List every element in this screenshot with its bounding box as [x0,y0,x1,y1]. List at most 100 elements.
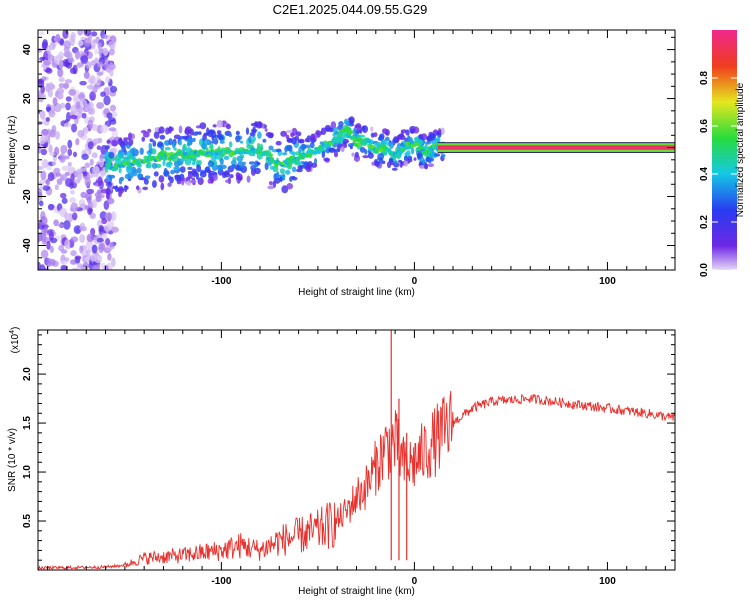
heatmap-cell [89,158,94,166]
heatmap-cell [87,141,94,150]
heatmap-cell [230,160,237,166]
heatmap-cell [104,158,110,162]
heatmap-cell [160,182,165,191]
heatmap-cell [236,173,243,181]
heatmap-cell [418,133,424,141]
heatmap-cell [187,141,191,147]
heatmap-cell [54,146,60,156]
heatmap-cell [100,124,109,134]
heatmap-cell [105,245,113,252]
heatmap-cell [45,117,50,122]
heatmap-cell [279,176,283,183]
heatmap-cell [391,167,398,171]
heatmap-cell [163,169,170,177]
heatmap-cell [153,171,159,177]
heatmap-cell [69,67,77,74]
x-tick-label: 0 [412,576,418,587]
heatmap-cell [38,233,42,243]
heatmap-cell [210,176,214,184]
heatmap-cell [269,165,275,170]
heatmap-cell [328,147,336,153]
heatmap-cell [89,91,96,101]
heatmap-cell [236,155,244,162]
heatmap-cell [53,167,61,174]
heatmap-cell [108,174,116,179]
heatmap-cell [340,146,345,153]
heatmap-cell [225,179,230,183]
heatmap-cell [74,255,82,260]
heatmap-cell [282,173,286,181]
heatmap-cell [306,135,312,143]
heatmap-cell [48,144,53,153]
heatmap-cell [173,166,179,171]
heatmap-cell [73,225,82,234]
heatmap-cell [413,157,417,161]
heatmap-cell [76,171,83,181]
heatmap-cell [117,188,124,192]
heatmap-cell [434,153,441,157]
heatmap-cell [45,257,52,268]
heatmap-cell [253,121,259,128]
heatmap-cell [90,31,98,37]
heatmap-cell [47,172,55,182]
heatmap-cell [79,245,84,254]
heatmap-cell [55,33,61,43]
heatmap-cell [242,161,247,166]
heatmap-cell [378,148,384,153]
heatmap-cell [262,138,267,143]
heatmap-cell [319,141,324,145]
y-tick-label: 1.5 [22,416,33,430]
heatmap-cell [151,162,158,169]
heatmap-cell [373,132,378,138]
heatmap-cell [257,131,262,139]
heatmap-cell [247,149,253,154]
heatmap-cell [69,189,75,195]
heatmap-cell [268,181,273,186]
heatmap-cell [351,152,355,157]
heatmap-cell [201,143,208,150]
heatmap-cell [183,135,189,140]
heatmap-cell [103,95,111,106]
heatmap-cell [58,59,64,70]
heatmap-cell [364,149,368,155]
plot-area [38,330,675,570]
heatmap-cell [126,165,133,174]
heatmap-cell [254,162,258,167]
heatmap-cell [39,94,47,99]
heatmap-cell [268,145,274,151]
heatmap-cell [151,180,157,188]
heatmap-cell [65,96,72,102]
heatmap-cell [96,237,104,243]
heatmap-cell [111,226,117,231]
heatmap-cell [179,166,186,173]
heatmap-cell [107,252,112,261]
heatmap-cell [145,163,150,169]
heatmap-cell [45,178,51,186]
heatmap-cell [219,140,225,144]
colorbar-tick-label: 0.6 [699,119,710,133]
heatmap-cell [168,138,173,146]
heatmap-cell [81,112,87,119]
heatmap-cell [342,141,347,145]
heatmap-cell [104,212,113,221]
heatmap-cell [250,164,257,171]
heatmap-cell [86,84,95,90]
heatmap-cell [403,155,408,161]
heatmap-cell [187,166,193,170]
heatmap-cell [409,128,416,134]
heatmap-cell [208,145,214,150]
heatmap-cell [51,125,57,134]
heatmap-cell [158,175,165,183]
heatmap-cell [182,143,187,151]
heatmap-cell [60,174,68,182]
heatmap-cell [79,80,87,86]
heatmap-cell [114,185,119,193]
heatmap-cell [359,146,366,153]
heatmap-cell [40,249,49,259]
heatmap-cell [258,146,264,151]
y-axis-label: Frequency (Hz) [7,116,18,185]
heatmap-cell [101,34,109,39]
heatmap-cell [366,138,372,143]
heatmap-cell [299,164,305,170]
